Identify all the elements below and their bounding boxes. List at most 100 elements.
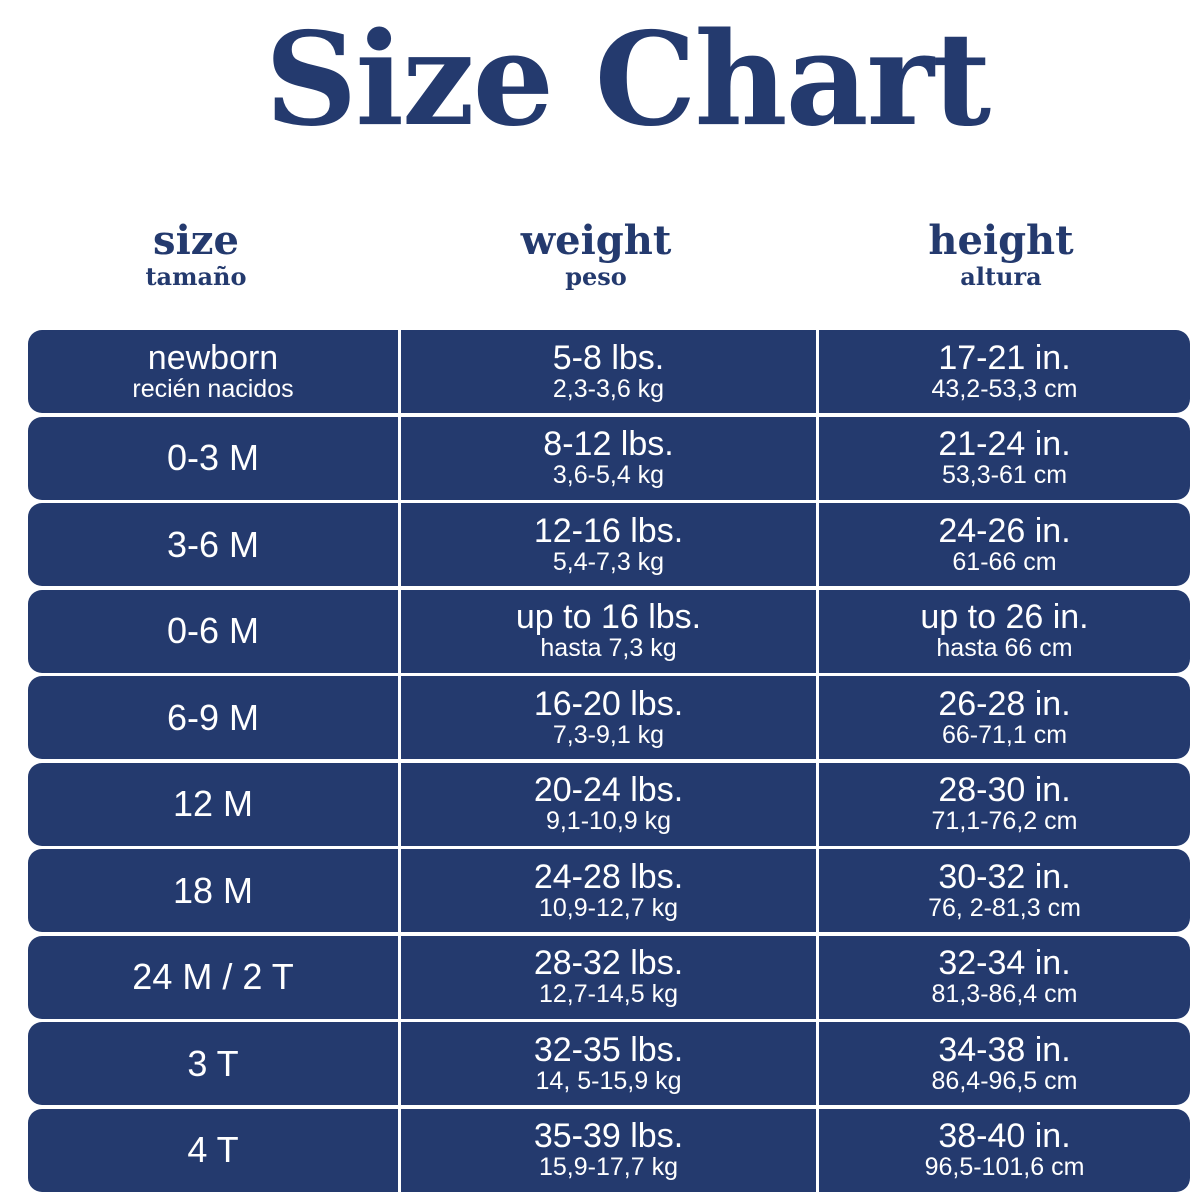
height-cell-value: 28-30 in. <box>938 771 1071 809</box>
table-row: 0-3 M 8-12 lbs. 3,6-5,4 kg 21-24 in. 53,3-61… <box>28 416 1190 500</box>
height-cell-value: 38-40 in. <box>938 1117 1071 1155</box>
weight-cell: up to 16 lbs. hasta 7,3 kg <box>401 589 819 673</box>
weight-cell-metric: 5,4-7,3 kg <box>552 547 665 576</box>
height-cell: 30-32 in. 76, 2-81,3 cm <box>819 849 1190 932</box>
height-cell-metric: 81,3-86,4 cm <box>931 980 1078 1008</box>
height-cell-metric: 76, 2-81,3 cm <box>928 893 1081 922</box>
table-row: 18 M 24-28 lbs. 10,9-12,7 kg 30-32 in. 76, 2… <box>28 849 1190 932</box>
header-sublabel: altura <box>960 262 1042 291</box>
weight-cell-value: 5-8 lbs. <box>552 338 665 377</box>
weight-cell-value: 32-35 lbs. <box>533 1030 684 1069</box>
height-cell-metric: 53,3-61 cm <box>941 461 1068 489</box>
weight-cell: 8-12 lbs. 3,6-5,4 kg <box>401 416 819 500</box>
size-table: newborn recién nacidos 5-8 lbs. 2,3-3,6 kg 1… <box>28 330 1190 1195</box>
height-cell: 38-40 in. 96,5-101,6 cm <box>819 1109 1190 1192</box>
weight-cell-metric: 14, 5-15,9 kg <box>535 1066 682 1095</box>
header-label: weight <box>520 217 672 264</box>
height-cell-value: 30-32 in. <box>938 857 1071 896</box>
size-cell: 24 M / 2 T <box>28 935 401 1019</box>
table-row: newborn recién nacidos 5-8 lbs. 2,3-3,6 kg 1… <box>28 330 1190 413</box>
size-cell: 12 M <box>28 762 401 846</box>
weight-cell: 20-24 lbs. 9,1-10,9 kg <box>401 762 819 846</box>
page-title: Size Chart <box>264 5 991 155</box>
height-cell-value: 34-38 in. <box>938 1030 1071 1069</box>
height-cell-metric: 86,4-96,5 cm <box>931 1066 1078 1095</box>
header-label: height <box>928 217 1074 264</box>
weight-cell-value: 8-12 lbs. <box>543 425 674 463</box>
header-sublabel: peso <box>565 262 627 291</box>
height-cell-value: 32-34 in. <box>938 944 1071 982</box>
table-row: 3 T 32-35 lbs. 14, 5-15,9 kg 34-38 in. 86,4-… <box>28 1022 1190 1105</box>
weight-cell: 12-16 lbs. 5,4-7,3 kg <box>401 503 819 586</box>
height-cell: 24-26 in. 61-66 cm <box>819 503 1190 586</box>
height-cell: 17-21 in. 43,2-53,3 cm <box>819 330 1190 413</box>
height-cell: 28-30 in. 71,1-76,2 cm <box>819 763 1190 846</box>
weight-cell-metric: hasta 7,3 kg <box>540 634 677 662</box>
weight-cell: 35-39 lbs. 15,9-17,7 kg <box>401 1108 819 1192</box>
size-cell-value: 4 T <box>187 1129 239 1170</box>
weight-cell: 5-8 lbs. 2,3-3,6 kg <box>401 330 819 413</box>
height-cell: 26-28 in. 66-71,1 cm <box>819 676 1190 759</box>
height-cell-metric: 96,5-101,6 cm <box>924 1153 1085 1181</box>
height-cell: 32-34 in. 81,3-86,4 cm <box>819 936 1190 1019</box>
size-cell-value: 0-3 M <box>166 437 260 478</box>
height-cell-value: 21-24 in. <box>938 425 1071 463</box>
weight-cell-metric: 3,6-5,4 kg <box>552 461 665 489</box>
size-cell-value: 6-9 M <box>166 696 260 738</box>
size-cell: 4 T <box>28 1108 401 1192</box>
weight-cell-metric: 10,9-12,7 kg <box>539 893 678 922</box>
height-cell-metric: hasta 66 cm <box>936 634 1073 662</box>
header-label: size <box>153 217 239 264</box>
weight-cell-value: up to 16 lbs. <box>515 598 702 636</box>
weight-cell-value: 12-16 lbs. <box>533 511 684 550</box>
size-cell-value: 18 M <box>172 869 254 911</box>
weight-cell-metric: 2,3-3,6 kg <box>552 374 665 403</box>
header-sublabel: tamaño <box>145 262 247 291</box>
height-cell-metric: 66-71,1 cm <box>941 720 1068 749</box>
table-row: 6-9 M 16-20 lbs. 7,3-9,1 kg 26-28 in. 66-71,… <box>28 676 1190 759</box>
header-weight: weight peso <box>496 218 696 290</box>
size-cell-value: newborn <box>147 338 279 377</box>
height-cell-metric: 71,1-76,2 cm <box>931 807 1078 835</box>
weight-cell-value: 24-28 lbs. <box>533 857 684 896</box>
size-cell-value: 12 M <box>172 783 254 824</box>
weight-cell-metric: 7,3-9,1 kg <box>552 720 665 749</box>
size-cell-value: 24 M / 2 T <box>132 956 294 997</box>
weight-cell: 16-20 lbs. 7,3-9,1 kg <box>401 676 819 759</box>
size-cell-value: 0-6 M <box>166 610 260 651</box>
height-cell-value: 24-26 in. <box>938 511 1071 550</box>
weight-cell-value: 35-39 lbs. <box>533 1117 684 1155</box>
table-row: 24 M / 2 T 28-32 lbs. 12,7-14,5 kg 32-34 in… <box>28 935 1190 1019</box>
weight-cell-metric: 12,7-14,5 kg <box>539 980 678 1008</box>
size-cell-metric: recién nacidos <box>132 374 294 403</box>
table-row: 3-6 M 12-16 lbs. 5,4-7,3 kg 24-26 in. 61-66 … <box>28 503 1190 586</box>
height-cell-value: 26-28 in. <box>938 684 1071 723</box>
size-cell: 18 M <box>28 849 401 932</box>
height-cell-metric: 61-66 cm <box>952 547 1057 576</box>
size-cell: 6-9 M <box>28 676 401 759</box>
weight-cell: 24-28 lbs. 10,9-12,7 kg <box>401 849 819 932</box>
size-cell: 3 T <box>28 1022 401 1105</box>
table-row: 4 T 35-39 lbs. 15,9-17,7 kg 38-40 in. 96,5-1… <box>28 1108 1190 1192</box>
header-size: size tamaño <box>96 218 296 290</box>
weight-cell: 28-32 lbs. 12,7-14,5 kg <box>401 935 819 1019</box>
weight-cell-value: 16-20 lbs. <box>533 684 684 723</box>
header-height: height altura <box>901 218 1101 290</box>
height-cell-value: 17-21 in. <box>938 338 1071 377</box>
height-cell-value: up to 26 in. <box>920 598 1089 636</box>
height-cell: up to 26 in. hasta 66 cm <box>819 590 1190 673</box>
weight-cell-metric: 9,1-10,9 kg <box>545 807 672 835</box>
height-cell: 21-24 in. 53,3-61 cm <box>819 417 1190 500</box>
table-row: 12 M 20-24 lbs. 9,1-10,9 kg 28-30 in. 71,1-7… <box>28 762 1190 846</box>
size-cell-value: 3 T <box>187 1042 239 1084</box>
size-cell: 0-3 M <box>28 416 401 500</box>
height-cell: 34-38 in. 86,4-96,5 cm <box>819 1022 1190 1105</box>
weight-cell-value: 28-32 lbs. <box>533 944 684 982</box>
weight-cell: 32-35 lbs. 14, 5-15,9 kg <box>401 1022 819 1105</box>
size-cell: 3-6 M <box>28 503 401 586</box>
size-cell-value: 3-6 M <box>166 523 260 565</box>
height-cell-metric: 43,2-53,3 cm <box>931 374 1078 403</box>
weight-cell-metric: 15,9-17,7 kg <box>539 1153 678 1181</box>
weight-cell-value: 20-24 lbs. <box>533 771 684 809</box>
